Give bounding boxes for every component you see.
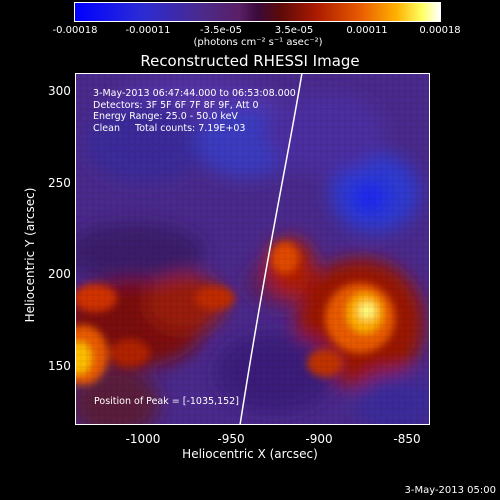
colorbar-tick: -0.00011 <box>125 25 171 36</box>
y-tick: 250 <box>48 176 71 190</box>
rhessi-image <box>75 73 430 425</box>
colorbar-tick: -0.00018 <box>52 25 98 36</box>
annotation-block: 3-May-2013 06:47:44.000 to 06:53:08.000 … <box>93 88 296 134</box>
x-axis-label: Heliocentric X (arcsec) <box>182 447 318 461</box>
peak-position: Position of Peak = [-1035,152] <box>94 396 239 407</box>
colorbar-tick: -3.5e-05 <box>200 25 242 36</box>
colorbar-tick: 3.5e-05 <box>274 25 314 36</box>
annotation-clean: Clean Total counts: 7.19E+03 <box>93 122 246 134</box>
x-tick: -950 <box>217 432 245 446</box>
annotation-energy: Energy Range: 25.0 - 50.0 keV <box>93 111 238 122</box>
timestamp: 3-May-2013 05:00 <box>404 485 496 496</box>
annotation-detectors: Detectors: 3F 5F 6F 7F 8F 9F, Att 0 <box>93 99 259 111</box>
y-tick: 300 <box>48 84 71 98</box>
x-tick: -900 <box>305 432 333 446</box>
colorbar-tick: 0.00018 <box>419 25 461 36</box>
x-tick: -850 <box>393 432 421 446</box>
colorbar <box>74 2 441 22</box>
solar-limb <box>239 73 303 425</box>
annotation-time: 3-May-2013 06:47:44.000 to 06:53:08.000 <box>93 88 296 99</box>
colorbar-units: (photons cm⁻² s⁻¹ asec⁻²) <box>193 37 323 48</box>
colorbar-tick: 0.00011 <box>346 25 388 36</box>
y-axis-label: Heliocentric Y (arcsec) <box>23 187 37 323</box>
y-tick: 200 <box>48 267 71 281</box>
plot-title: Reconstructed RHESSI Image <box>140 52 360 70</box>
x-tick: -1000 <box>125 432 161 446</box>
y-tick: 150 <box>48 359 71 373</box>
